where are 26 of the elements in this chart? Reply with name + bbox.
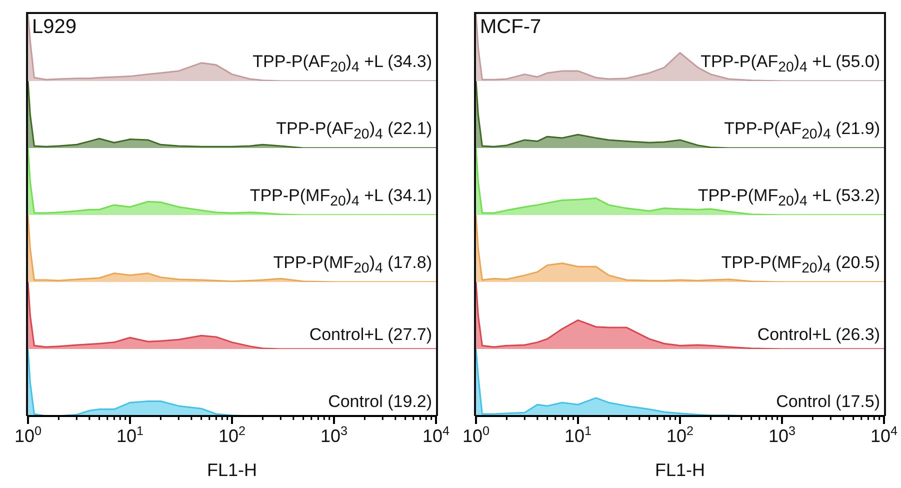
series-label: TPP-P(MF$_{20}$)$_{4}$ +L (53.2) [698, 186, 880, 211]
series-label: Control+L (27.7) [309, 325, 432, 345]
series-label: TPP-P(AF$_{20}$)$_{4}$ (22.1) [276, 118, 432, 144]
series-label: Control (17.5) [776, 392, 880, 412]
series-label: TPP-P(MF$_{20}$)$_{4}$ +L (34.1) [250, 186, 432, 211]
x-tick-label: 10$^{0}$ [462, 424, 490, 446]
series-label: Control (19.2) [328, 392, 432, 412]
x-tick-label: 10$^{3}$ [320, 424, 348, 446]
x-tick-label: 10$^{0}$ [14, 424, 42, 446]
x-tick-label: 10$^{4}$ [870, 424, 898, 446]
series-label: TPP-P(MF$_{20}$)$_{4}$ (20.5) [721, 252, 880, 278]
chart-title: L929 [32, 16, 76, 39]
x-axis-title: FL1-H [206, 460, 258, 480]
series-label: TPP-P(AF$_{20}$)$_{4}$ (21.9) [724, 118, 880, 144]
x-tick-label: 10$^{3}$ [768, 424, 796, 446]
series-label: TPP-P(AF$_{20}$)$_{4}$ +L (34.3) [252, 52, 432, 77]
x-tick-label: 10$^{1}$ [116, 424, 144, 446]
chart-title: MCF-7 [480, 16, 542, 39]
x-tick-label: 10$^{2}$ [666, 424, 694, 446]
x-tick-label: 10$^{4}$ [422, 424, 450, 446]
x-axis-title: FL1-H [654, 460, 706, 480]
series-label: Control+L (26.3) [757, 325, 880, 345]
x-tick-label: 10$^{2}$ [218, 424, 246, 446]
series-label: TPP-P(AF$_{20}$)$_{4}$ +L (55.0) [700, 52, 880, 77]
x-tick-label: 10$^{1}$ [564, 424, 592, 446]
series-label: TPP-P(MF$_{20}$)$_{4}$ (17.8) [273, 252, 432, 278]
